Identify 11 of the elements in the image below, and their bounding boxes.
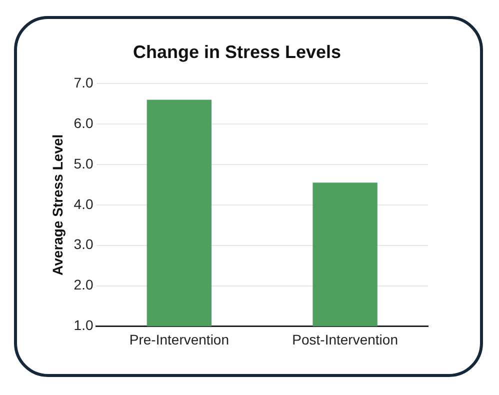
- y-tick-label: 2.0: [74, 276, 94, 293]
- chart-title: Change in Stress Levels: [132, 42, 342, 62]
- y-tick-label: 1.0: [74, 317, 94, 334]
- y-tick-label: 5.0: [74, 155, 94, 172]
- y-tick-label: 6.0: [74, 114, 94, 131]
- x-tick-label: Post-Intervention: [292, 331, 398, 348]
- x-tick-label: Pre-Intervention: [129, 331, 229, 348]
- y-axis-title: Average Stress Level: [49, 134, 66, 276]
- y-tick-label: 7.0: [74, 74, 94, 90]
- y-tick-label: 3.0: [74, 236, 94, 252]
- y-tick-label: 4.0: [74, 196, 94, 212]
